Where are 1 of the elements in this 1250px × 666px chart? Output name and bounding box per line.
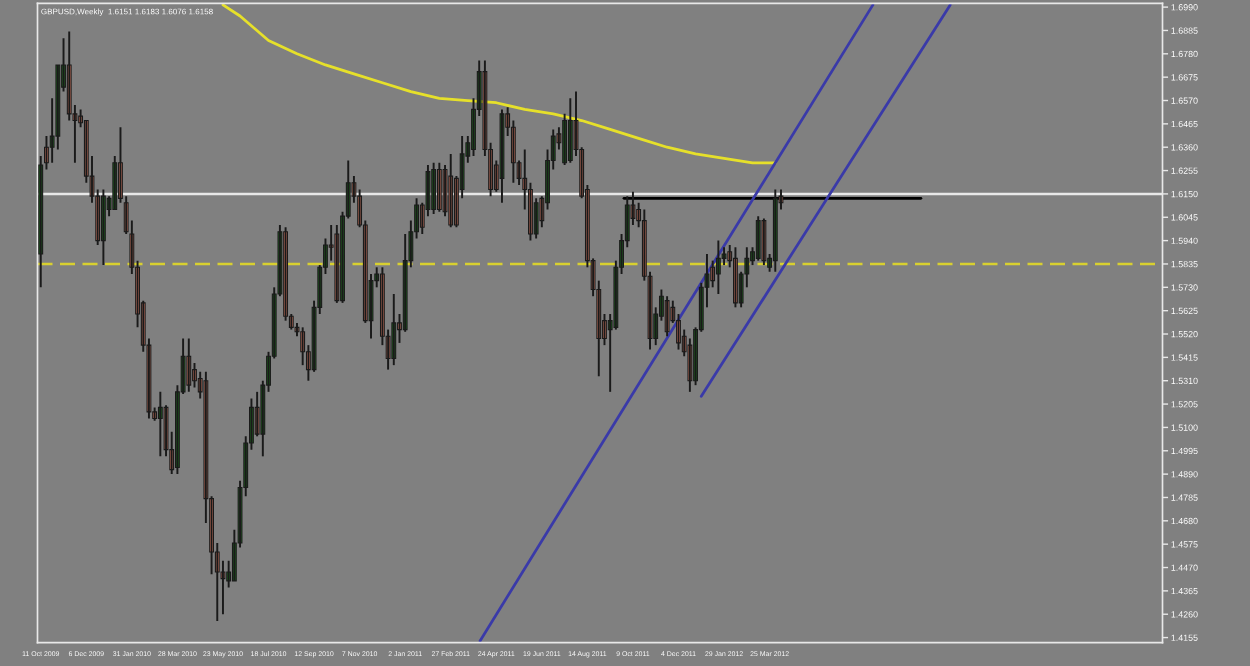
line-series xyxy=(221,3,777,165)
